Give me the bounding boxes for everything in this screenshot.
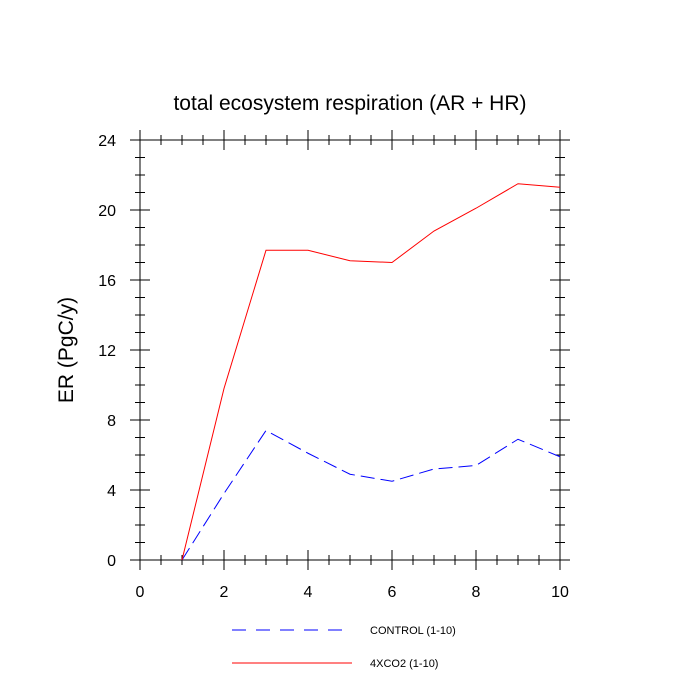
x-tick-label: 0 (136, 584, 145, 601)
y-tick-label: 20 (98, 203, 116, 220)
y-tick-label: 12 (98, 343, 116, 360)
y-tick-label: 0 (107, 553, 116, 570)
x-tick-label: 6 (388, 584, 397, 601)
chart-title: total ecosystem respiration (AR + HR) (173, 92, 526, 115)
x-tick-label: 2 (220, 584, 229, 601)
legend: CONTROL (1-10) 4XCO2 (1-10) (232, 625, 456, 670)
legend-label-4xco2: 4XCO2 (1-10) (370, 658, 438, 670)
y-tick-label: 24 (98, 133, 116, 150)
legend-label-control: CONTROL (1-10) (370, 625, 456, 637)
y-axis-label: ER (PgC/y) (55, 297, 78, 403)
y-tick-label: 4 (107, 483, 116, 500)
series-line-control (181, 429, 561, 561)
x-tick-label: 10 (551, 584, 569, 601)
x-tick-label: 8 (472, 584, 481, 601)
y-tick-label: 8 (107, 413, 116, 430)
series-line-4xco2 (181, 183, 561, 561)
x-tick-label: 4 (304, 584, 313, 601)
y-tick-label: 16 (98, 273, 116, 290)
plot-frame (139, 139, 561, 561)
